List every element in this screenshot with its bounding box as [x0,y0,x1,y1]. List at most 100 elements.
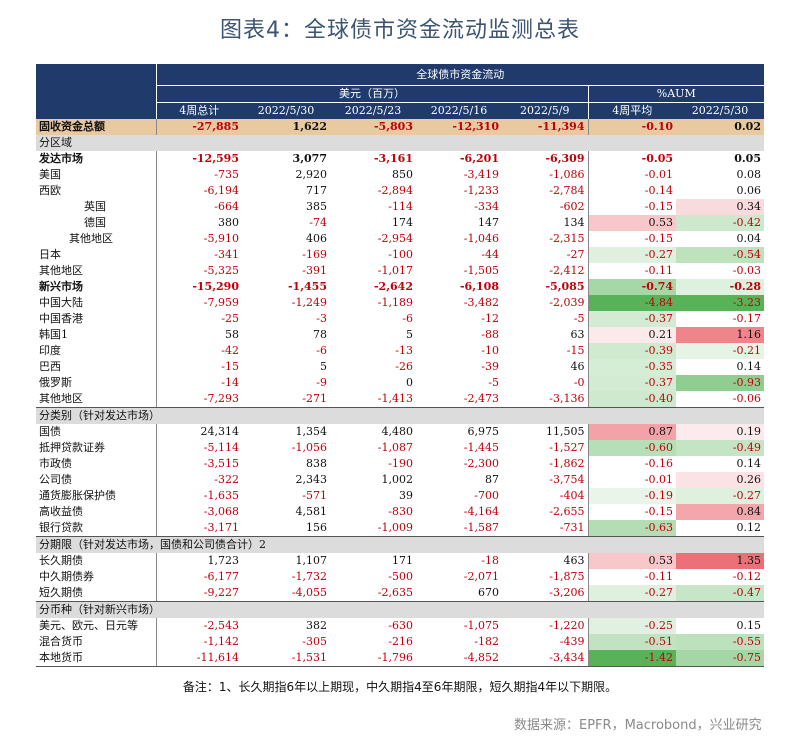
table-cell: -5,085 [545,280,585,293]
table-cell: -0.27 [587,585,676,602]
table-cell: 174 [392,216,413,229]
table-cell: -14 [155,375,242,391]
row-label: 俄罗斯 [39,376,72,389]
row-label: 美国 [39,168,61,181]
section-row: 分区域 [36,135,764,151]
table-cell: -0.55 [676,634,764,650]
fund-flow-table: 全球债市资金流动 美元（百万） %AUM 4周总计 2022/5/30 2022… [36,64,764,667]
table-cell: -0.27 [676,488,764,504]
table-cell: -12 [481,312,499,325]
table-cell: -1,527 [549,441,585,454]
table-cell: -27,885 [155,119,242,135]
table-cell: -731 [502,520,588,537]
table-cell: -4.84 [587,295,676,311]
table-cell: 4,581 [295,505,328,518]
table-cell: -571 [302,489,327,502]
table-cell: -0.27 [587,247,676,263]
table-cell: -5,325 [155,263,242,279]
table-cell: 4,480 [381,425,414,438]
table-cell: 670 [416,585,502,602]
table-cell: -4,852 [416,650,502,667]
row-label: 中国香港 [39,312,83,325]
table-cell: -2,300 [463,457,499,470]
row-label: 韩国1 [39,328,68,341]
table-cell: -0.05 [587,151,676,167]
table-cell: 78 [313,328,327,341]
table-cell: -1,087 [377,441,413,454]
table-cell: 39 [399,489,413,502]
table-cell: 0.14 [676,359,764,375]
table-row: 高收益债 -3,068 4,581 -830 -4,164 -2,655 -0.15 0.84 [36,504,764,520]
column-header: 4周总计 [155,102,242,119]
table-cell: -3 [316,312,327,325]
row-label: 其他地区 [69,232,113,245]
table-cell: -0.15 [587,199,676,215]
table-cell: -6,108 [459,280,499,293]
table-row: 其他地区 -5,325 -391 -1,017 -1,505 -2,412 -0.11 -0.… [36,263,764,279]
row-label: 银行贷款 [36,520,156,537]
table-cell: -44 [481,248,499,261]
table-row: 通货膨胀保护债 -1,635 -571 39 -700 -404 -0.19 -0.27 [36,488,764,504]
table-cell: -182 [474,635,499,648]
table-cell: 24,314 [155,424,242,440]
table-cell: -1,017 [377,264,413,277]
table-cell: 0.02 [676,119,764,135]
table-cell: -0.54 [676,247,764,263]
table-row: 抵押贷款证券 -5,114 -1,056 -1,087 -1,445 -1,527 -0.6… [36,440,764,456]
table-cell: -391 [302,264,327,277]
table-cell: -3,206 [502,585,588,602]
row-label: 英国 [84,200,106,213]
row-label: 印度 [39,344,61,357]
column-header: 2022/5/16 [416,102,502,119]
table-cell: -2,635 [330,585,416,602]
table-row: 中久期债券 -6,177 -1,732 -500 -2,071 -1,875 -0.11 -0… [36,569,764,585]
table-row: 德国 380 -74 174 147 134 0.53 -0.42 [36,215,764,231]
table-cell: -4,164 [463,505,499,518]
table-cell: -404 [559,489,585,502]
table-cell: -0.51 [587,634,676,650]
table-cell: -2,642 [373,280,413,293]
table-cell: -0.19 [587,488,676,504]
table-cell: -1,875 [549,570,585,583]
row-label: 德国 [84,216,106,229]
table-cell: 147 [478,216,499,229]
table-cell: -0.28 [676,279,764,295]
table-cell: -88 [481,328,499,341]
table-row: 发达市场 -12,595 3,077 -3,161 -6,201 -6,309 -0.05 0… [36,151,764,167]
table-cell: 380 [155,215,242,231]
column-header: 2022/5/9 [502,102,588,119]
table-cell: 463 [563,554,585,567]
table-cell: -5,910 [155,231,242,247]
table-cell: 0.15 [676,618,764,634]
row-label: 中久期债券 [39,570,94,583]
table-cell: -6,177 [155,569,242,585]
table-cell: 0.14 [676,456,764,472]
table-row: 巴西 -15 5 -26 -39 46 -0.35 0.14 [36,359,764,375]
table-cell: -5,114 [155,440,242,456]
table-cell: -26 [395,360,413,373]
table-row: 美元、欧元、日元等 -2,543 382 -630 -1,075 -1,220 -0.25 0… [36,618,764,634]
table-cell: -602 [559,200,585,213]
table-cell: -0.25 [587,618,676,634]
table-cell: -0.63 [587,520,676,537]
table-cell: -12,310 [416,119,502,135]
row-label: 西欧 [39,184,61,197]
row-label: 新兴市场 [39,280,83,293]
table-cell: -305 [302,635,327,648]
table-cell: 46 [570,360,585,373]
table-cell: -13 [395,344,413,357]
table-cell: -9,227 [155,585,242,602]
table-cell: 5 [406,328,413,341]
table-cell: -100 [388,248,413,261]
table-cell: -2,039 [549,296,585,309]
table-cell: -1,233 [463,184,499,197]
row-label: 日本 [39,248,61,261]
table-cell: -3,419 [463,168,499,181]
table-cell: -1,249 [291,296,327,309]
table-cell: -630 [388,619,413,632]
table-cell: -27 [566,248,585,261]
table-cell: -3,515 [155,456,242,472]
column-header: 2022/5/30 [242,102,330,119]
table-cell: 1,723 [155,553,242,569]
table-cell: -1,086 [549,168,585,181]
